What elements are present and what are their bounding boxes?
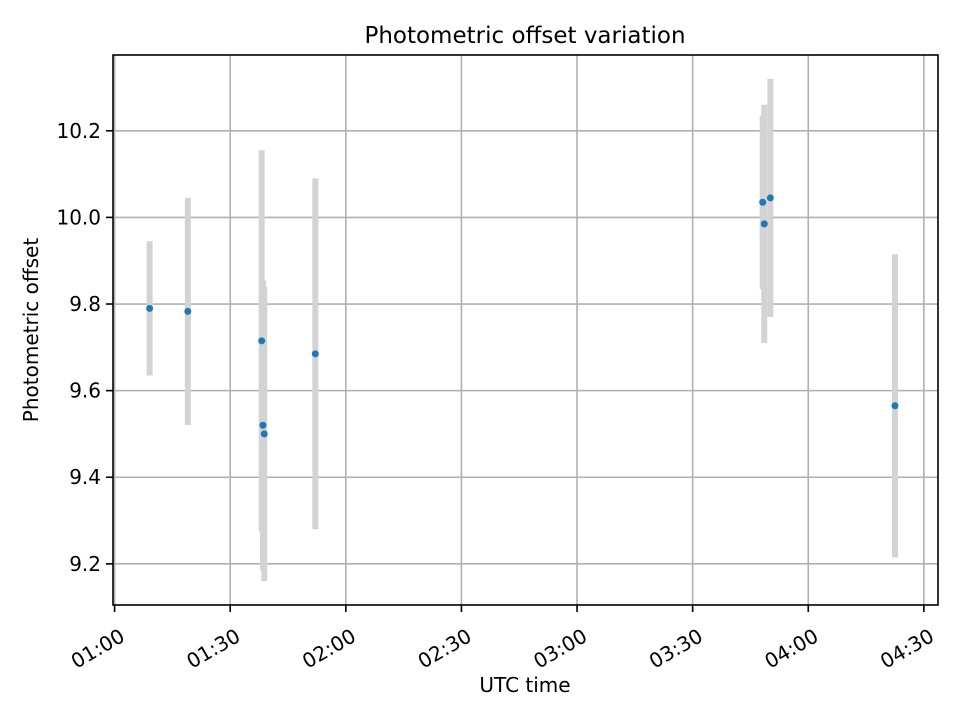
data-point <box>760 220 768 228</box>
grid <box>113 55 938 605</box>
y-tick-label: 9.4 <box>69 465 101 489</box>
data-point <box>759 198 767 206</box>
data-point <box>146 304 154 312</box>
x-tick-label: 02:00 <box>298 624 360 674</box>
data-point <box>260 430 268 438</box>
data-point <box>891 402 899 410</box>
y-tick-label: 9.8 <box>69 292 101 316</box>
x-tick-label: 04:00 <box>760 624 822 674</box>
chart-title: Photometric offset variation <box>364 23 685 49</box>
y-axis-label: Photometric offset <box>19 238 43 423</box>
y-tick-label: 10.0 <box>56 205 101 229</box>
y-ticks: 9.2 9.4 9.6 9.8 10.0 10.2 <box>56 119 113 576</box>
y-tick-label: 10.2 <box>56 119 101 143</box>
x-ticks: 01:00 01:30 02:00 02:30 03:00 03:30 04:00 04:30 <box>67 605 938 673</box>
x-tick-label: 03:30 <box>645 624 707 674</box>
x-tick-label: 01:00 <box>67 624 129 674</box>
error-bars <box>146 78 898 582</box>
data-points <box>146 194 899 438</box>
x-tick-label: 02:30 <box>414 624 476 674</box>
y-tick-label: 9.2 <box>69 552 101 576</box>
y-tick-label: 9.6 <box>69 379 101 403</box>
plot-frame <box>112 54 939 606</box>
x-tick-label: 04:30 <box>876 624 938 674</box>
x-tick-label: 01:30 <box>182 624 244 674</box>
x-axis-label: UTC time <box>479 673 570 697</box>
data-point <box>184 307 192 315</box>
data-point <box>766 194 774 202</box>
x-tick-label: 03:00 <box>529 624 591 674</box>
data-point <box>259 421 267 429</box>
data-point <box>311 350 319 358</box>
data-point <box>258 337 266 345</box>
